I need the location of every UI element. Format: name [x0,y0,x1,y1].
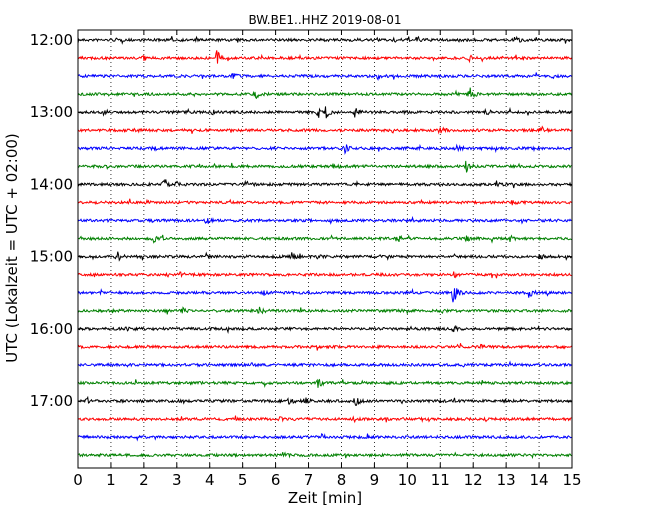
y-tick-label: 13:00 [30,103,73,121]
x-tick-label: 9 [370,471,380,489]
trace-14:45 [77,234,572,244]
plot-frame [77,29,573,469]
trace-13:30 [77,143,572,155]
x-tick-label: 0 [73,471,83,489]
trace-17:45 [77,451,572,460]
trace-12:15 [77,50,572,64]
x-tick-label: 8 [337,471,347,489]
trace-15:30 [77,287,572,303]
trace-lines [77,35,572,460]
x-tick-label: 12 [464,471,483,489]
trace-16:30 [77,360,572,368]
chart-title: BW.BE1..HHZ 2019-08-01 [248,13,401,27]
trace-16:15 [77,343,572,351]
y-tick-label: 14:00 [30,175,73,193]
x-axis: 0 1 2 3 4 5 6 7 8 9 10 11 12 13 14 15 [73,30,582,489]
x-tick-label: 6 [271,471,281,489]
trace-15:45 [77,306,572,315]
trace-12:30 [77,72,572,81]
trace-14:30 [77,215,572,225]
trace-13:15 [77,125,572,135]
y-tick-label: 15:00 [30,248,73,266]
trace-16:00 [77,324,572,335]
x-tick-label: 1 [106,471,116,489]
trace-13:45 [77,160,572,173]
trace-17:00 [77,395,572,407]
trace-15:15 [77,271,572,279]
y-axis: 12:00 13:00 14:00 15:00 16:00 17:00 [30,31,572,410]
x-tick-label: 11 [431,471,450,489]
x-tick-label: 14 [530,471,549,489]
trace-13:00 [77,106,572,119]
trace-16:45 [77,378,572,388]
trace-17:15 [77,415,572,424]
x-tick-label: 13 [497,471,516,489]
trace-12:00 [77,35,572,45]
x-tick-label: 15 [562,471,581,489]
x-axis-label: Zeit [min] [288,489,362,507]
trace-17:30 [77,432,572,442]
y-tick-label: 16:00 [30,320,73,338]
x-tick-label: 5 [238,471,248,489]
x-tick-label: 3 [172,471,182,489]
trace-12:45 [77,87,572,100]
trace-15:00 [77,251,572,262]
x-tick-label: 10 [398,471,417,489]
y-tick-label: 17:00 [30,392,73,410]
x-tick-label: 2 [139,471,149,489]
x-tick-label: 4 [205,471,215,489]
trace-14:15 [77,198,572,206]
x-tick-label: 7 [304,471,314,489]
y-tick-label: 12:00 [30,31,73,49]
trace-14:00 [77,178,572,189]
y-axis-label: UTC (Lokalzeit = UTC + 02:00) [3,133,21,363]
